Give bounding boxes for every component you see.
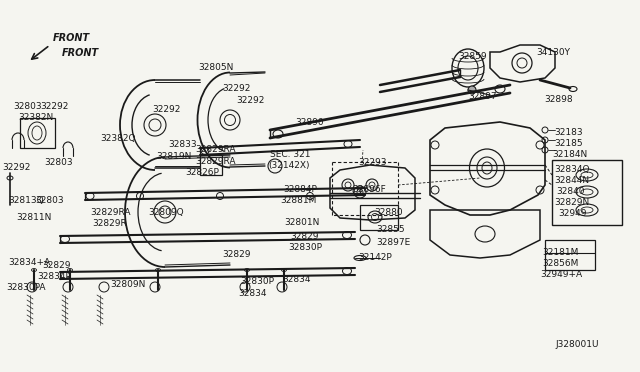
Text: 32856M: 32856M [542,259,579,268]
Text: 32813Q: 32813Q [8,196,44,205]
Text: 32803: 32803 [13,102,42,111]
Text: 32829: 32829 [222,250,250,259]
Text: 32859: 32859 [458,52,486,61]
Text: 32949: 32949 [558,209,586,218]
Text: 34130Y: 34130Y [536,48,570,57]
Text: 32803: 32803 [35,196,63,205]
Bar [360,205,398,230]
Bar [545,240,595,270]
Text: 32829N: 32829N [554,198,589,207]
Text: J328001U: J328001U [555,340,598,349]
Text: 32880: 32880 [374,208,403,217]
Text: 32830P: 32830P [288,243,322,252]
Text: 32855: 32855 [376,225,404,234]
Text: 32809N: 32809N [110,280,145,289]
Text: 32292: 32292 [236,96,264,105]
Text: 32834: 32834 [282,275,310,284]
Text: 32183: 32183 [554,128,582,137]
Text: 32142P: 32142P [358,253,392,262]
Text: 32834P: 32834P [37,272,71,281]
Text: 32897E: 32897E [376,238,410,247]
Text: (32142X): (32142X) [268,161,310,170]
Text: 32834: 32834 [238,289,266,298]
Text: 32881M: 32881M [280,196,316,205]
Text: 32833: 32833 [168,140,196,149]
Circle shape [468,86,476,94]
Text: 32829RA: 32829RA [195,157,236,166]
Bar [200,155,222,175]
Text: 32898: 32898 [544,95,573,104]
Text: 32181M: 32181M [542,248,579,257]
Text: 32829: 32829 [290,232,319,241]
Text: SEC. 321: SEC. 321 [270,150,310,159]
Text: 32292: 32292 [222,84,250,93]
Bar [552,160,622,225]
Text: 32829: 32829 [42,261,70,270]
Bar [20,118,55,148]
Text: 32844N: 32844N [554,176,589,185]
Text: 32826P: 32826P [185,168,219,177]
Text: 32884P: 32884P [283,185,317,194]
Text: 32949+A: 32949+A [540,270,582,279]
Text: 32803: 32803 [44,158,72,167]
Text: 32293: 32293 [358,158,387,167]
Text: 32811N: 32811N [16,213,51,222]
Text: 32830P: 32830P [240,277,274,286]
Text: 32292: 32292 [2,163,30,172]
Text: 32897: 32897 [468,92,497,101]
Text: 32805N: 32805N [198,63,234,72]
Text: 32829RA: 32829RA [90,208,131,217]
Text: 32896F: 32896F [352,185,386,194]
Text: 32801N: 32801N [284,218,319,227]
Text: FRONT: FRONT [53,33,90,43]
Text: 32292: 32292 [40,102,68,111]
Text: 32185: 32185 [554,139,582,148]
Text: 32382N: 32382N [18,113,53,122]
Text: 32834Q: 32834Q [554,165,589,174]
Text: 32819N: 32819N [156,152,191,161]
Text: 32840: 32840 [556,187,584,196]
Text: 32890: 32890 [295,118,324,127]
Text: 32292: 32292 [152,105,180,114]
Text: FRONT: FRONT [62,48,99,58]
Text: 32829RA: 32829RA [195,145,236,154]
Text: 32834+A: 32834+A [8,258,50,267]
Text: 32829R: 32829R [92,219,127,228]
Text: 32830PA: 32830PA [6,283,45,292]
Text: 32809Q: 32809Q [148,208,184,217]
Text: 32184N: 32184N [552,150,588,159]
Text: 32382Q: 32382Q [100,134,136,143]
